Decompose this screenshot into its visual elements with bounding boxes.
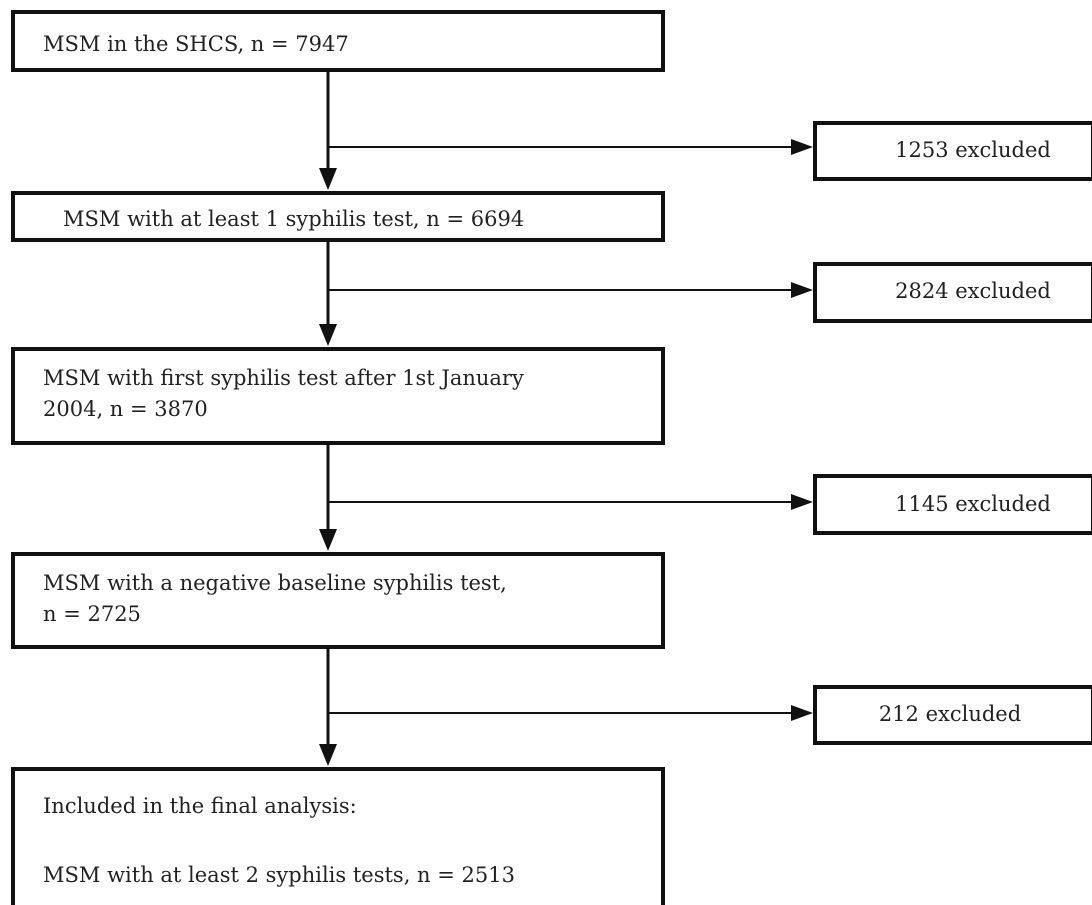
step-box-all-msm: MSM in the SHCS, n = 7947 — [11, 10, 665, 72]
exclusion-box-2: 2824 excluded — [813, 262, 1092, 323]
exclusion-box-4-label: 212 excluded — [878, 702, 1022, 726]
step-box-negative-baseline-line-1: MSM with a negative baseline syphilis te… — [43, 571, 507, 595]
exclusion-arrow-2 — [328, 282, 813, 298]
step-box-final-analysis-count: MSM with at least 2 syphilis tests, n = … — [43, 863, 515, 887]
step-box-all-msm-text: MSM in the SHCS, n = 7947 — [43, 32, 349, 56]
down-arrow-4 — [319, 649, 337, 766]
step-box-final-analysis: Included in the final analysis: MSM with… — [11, 767, 665, 905]
step-box-first-test-after-2004-line-1: MSM with first syphilis test after 1st J… — [43, 366, 524, 390]
exclusion-box-4: 212 excluded — [813, 685, 1092, 745]
step-box-negative-baseline-line-2: n = 2725 — [43, 602, 141, 626]
exclusion-arrow-1 — [328, 139, 813, 155]
step-box-at-least-1-test: MSM with at least 1 syphilis test, n = 6… — [11, 191, 665, 242]
down-arrow-1 — [319, 72, 337, 190]
exclusion-box-2-label: 2824 excluded — [895, 279, 1051, 303]
step-box-at-least-1-test-text: MSM with at least 1 syphilis test, n = 6… — [63, 207, 525, 231]
exclusion-box-3: 1145 excluded — [813, 474, 1092, 535]
exclusion-box-3-label: 1145 excluded — [895, 492, 1051, 516]
exclusion-box-1-label: 1253 excluded — [895, 138, 1051, 162]
down-arrow-3 — [319, 445, 337, 551]
step-box-first-test-after-2004-line-2: 2004, n = 3870 — [43, 397, 208, 421]
step-box-negative-baseline: MSM with a negative baseline syphilis te… — [11, 552, 665, 649]
exclusion-box-1: 1253 excluded — [813, 121, 1092, 181]
step-box-final-analysis-heading: Included in the final analysis: — [43, 794, 357, 818]
down-arrow-2 — [319, 242, 337, 346]
step-box-first-test-after-2004: MSM with first syphilis test after 1st J… — [11, 347, 665, 445]
exclusion-arrow-4 — [328, 705, 813, 721]
exclusion-arrow-3 — [328, 494, 813, 510]
